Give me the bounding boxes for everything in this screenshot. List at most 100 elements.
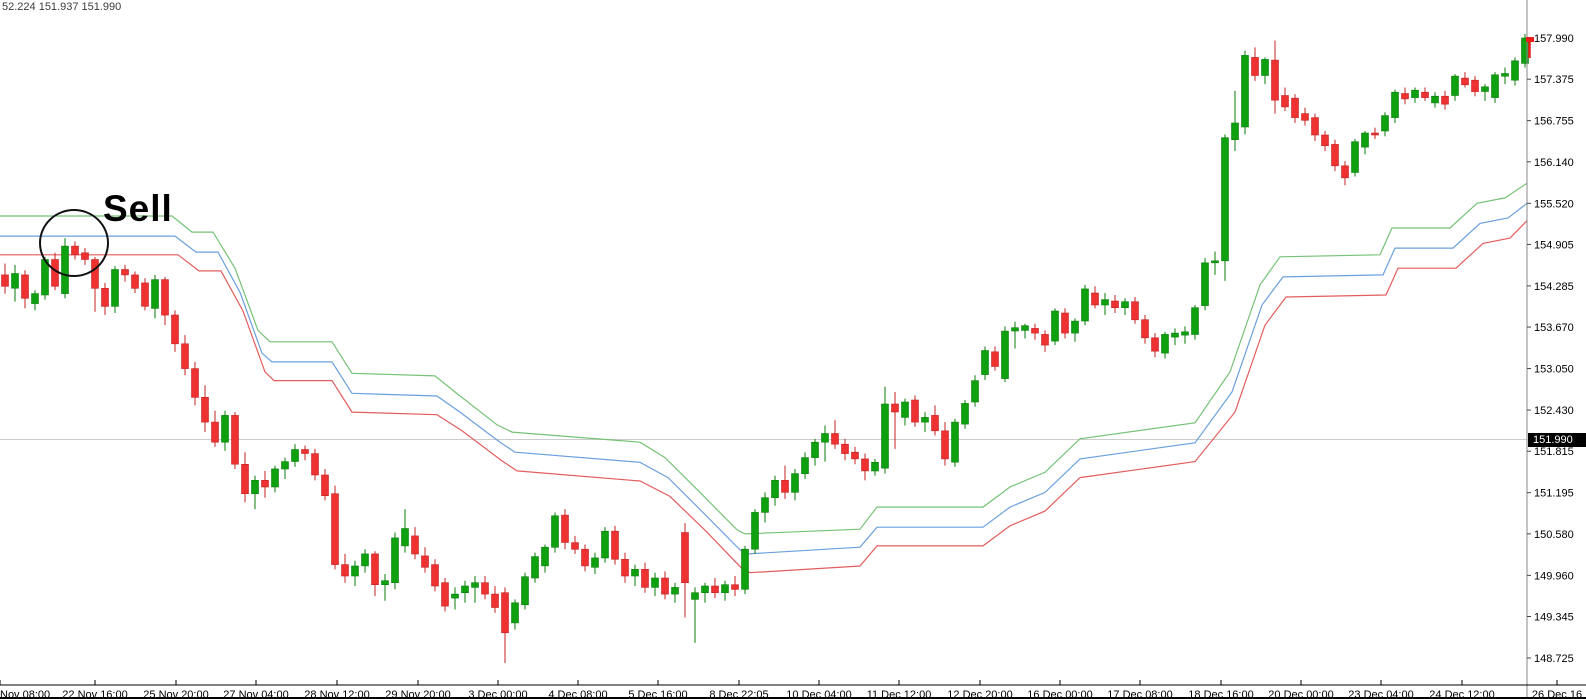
candle-body xyxy=(1091,292,1099,306)
candle-body xyxy=(1011,327,1019,332)
price-axis-label: 152.430 xyxy=(1534,405,1574,417)
candle-body xyxy=(1501,73,1509,77)
time-axis-label: 29 Nov 20:00 xyxy=(385,689,450,699)
candle-body xyxy=(631,568,639,577)
candle-body xyxy=(231,415,239,465)
candle-body xyxy=(301,449,309,454)
time-axis-label: 8 Dec 22:05 xyxy=(709,689,768,699)
price-axis-label: 153.050 xyxy=(1534,364,1574,376)
candle-body xyxy=(1391,91,1399,118)
candle-body xyxy=(221,415,229,443)
time-axis-label: 27 Nov 04:00 xyxy=(223,689,288,699)
current-price-badge: 151.990 xyxy=(1528,433,1586,447)
sell-annotation: Sell xyxy=(103,188,173,229)
candle-body xyxy=(421,555,429,568)
candle-body xyxy=(251,479,259,494)
candle-body xyxy=(101,287,109,307)
candle-body xyxy=(921,417,929,423)
candle-body xyxy=(861,458,869,472)
candle-body xyxy=(711,585,719,593)
candle-body xyxy=(11,273,19,289)
time-axis-label: 17 Dec 08:00 xyxy=(1107,689,1172,699)
candle-body xyxy=(1271,59,1279,101)
candle-body xyxy=(321,474,329,497)
candle-body xyxy=(831,433,839,445)
window-bottom-edge xyxy=(0,697,1586,699)
candle-body xyxy=(1251,57,1259,76)
price-axis-label: 149.960 xyxy=(1534,570,1574,582)
indicator-line-green xyxy=(0,182,1528,535)
candle-body xyxy=(1071,320,1079,334)
candle-body xyxy=(1171,332,1179,338)
price-axis-label: 154.285 xyxy=(1534,281,1574,293)
candle-body xyxy=(1401,93,1409,100)
price-axis-label: 153.670 xyxy=(1534,322,1574,334)
candle-body xyxy=(431,564,439,587)
candle-body xyxy=(1001,330,1009,379)
candle-body xyxy=(1311,117,1319,136)
candle-body xyxy=(941,430,949,460)
candle-body xyxy=(741,548,749,590)
candle-body xyxy=(591,557,599,568)
candle-body xyxy=(541,546,549,567)
candle-body xyxy=(841,443,849,454)
price-axis-label: 156.755 xyxy=(1534,116,1574,128)
time-axis-label: 12 Dec 20:00 xyxy=(947,689,1012,699)
candle-body xyxy=(731,584,739,590)
candle-body xyxy=(181,343,189,369)
time-axis-label: 10 Dec 04:00 xyxy=(786,689,851,699)
candle-body xyxy=(691,592,699,600)
time-axis-label: 18 Dec 16:00 xyxy=(1188,689,1253,699)
candle-body xyxy=(131,274,139,289)
candle-body xyxy=(601,530,609,559)
candle-body xyxy=(911,399,919,423)
candle-body xyxy=(1081,288,1089,322)
candle-body xyxy=(1201,262,1209,306)
candle-body xyxy=(581,548,589,567)
candle-body xyxy=(371,553,379,586)
time-axis-label: 5 Dec 16:00 xyxy=(628,689,687,699)
candle-body xyxy=(901,401,909,418)
candle-body xyxy=(1301,113,1309,121)
price-axis-label: 148.725 xyxy=(1534,653,1574,665)
time-axis-label: 11 Dec 12:00 xyxy=(867,689,932,699)
candle-body xyxy=(271,468,279,488)
candle-body xyxy=(1051,310,1059,342)
ohlc-readout: 52.224 151.937 151.990 xyxy=(2,1,122,13)
candle-body xyxy=(771,479,779,498)
time-axis-label: 23 Dec 04:00 xyxy=(1348,689,1413,699)
candle-body xyxy=(801,457,809,475)
candle-body xyxy=(411,535,419,555)
candle-body xyxy=(1261,59,1269,76)
candle-body xyxy=(961,403,969,425)
candle-body xyxy=(1,274,9,287)
candle-body xyxy=(381,580,389,586)
candle-body xyxy=(291,449,299,462)
candle-body xyxy=(551,515,559,548)
candle-body xyxy=(341,564,349,577)
time-axis-label: 28 Nov 12:00 xyxy=(304,689,369,699)
candle-body xyxy=(1421,91,1429,98)
price-axis-label: 156.140 xyxy=(1534,157,1574,169)
candle-body xyxy=(1141,319,1149,339)
candle-body xyxy=(1431,95,1439,104)
candle-body xyxy=(1511,60,1519,81)
candle-body xyxy=(761,497,769,513)
candle-body xyxy=(571,542,579,550)
candle-body xyxy=(821,433,829,443)
candle-body xyxy=(1231,122,1239,141)
candle-body xyxy=(1131,301,1139,321)
candle-body xyxy=(151,279,159,309)
price-axis-label: 157.375 xyxy=(1534,74,1574,86)
time-axis-label: 25 Nov 20:00 xyxy=(143,689,208,699)
candle-body xyxy=(281,461,289,470)
candle-body xyxy=(621,558,629,577)
candle-body xyxy=(31,293,39,304)
candle-body xyxy=(1451,75,1459,96)
candle-body xyxy=(1211,260,1219,264)
candle-body xyxy=(951,421,959,463)
time-axis-label: Nov 08:00 xyxy=(0,689,50,699)
price-axis-label: 150.580 xyxy=(1534,529,1574,541)
time-axis-label: 22 Nov 16:00 xyxy=(62,689,127,699)
